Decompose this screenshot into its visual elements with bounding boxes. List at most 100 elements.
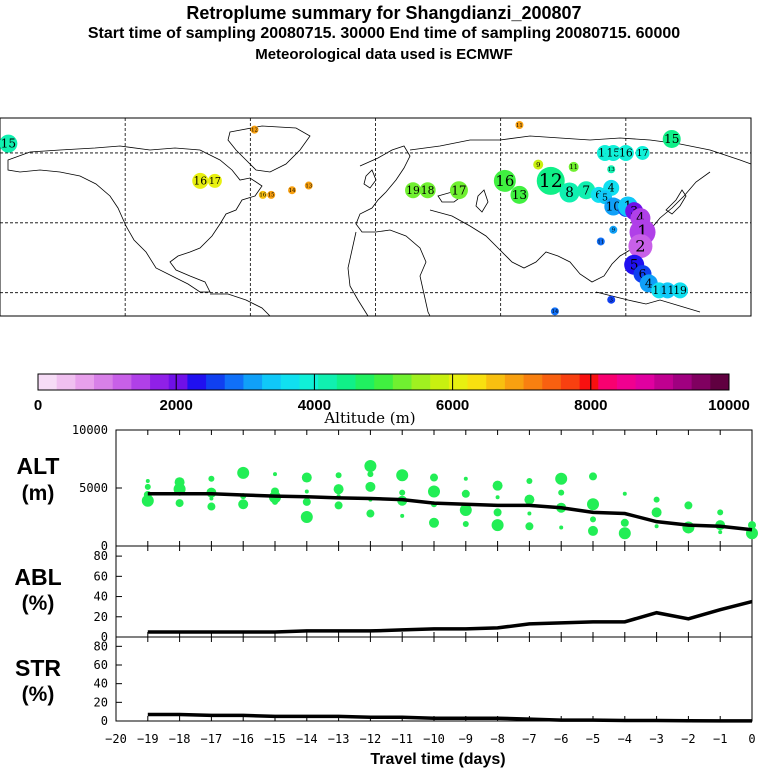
plume-marker-dot: [267, 190, 276, 199]
plume-marker-label: 11: [516, 123, 523, 129]
plume-marker-label: 5: [602, 192, 608, 203]
plume-point: [145, 479, 150, 484]
x-tick-label: −9: [459, 732, 473, 746]
plume-marker: 18: [419, 182, 436, 199]
colorbar-swatch: [336, 374, 356, 390]
coast-europe-africa: [355, 145, 431, 317]
plume-marker-dot: [207, 173, 222, 188]
colorbar-swatch: [392, 374, 413, 390]
colorbar-swatch: [430, 374, 450, 390]
y-tick-label: 40: [94, 590, 108, 604]
plume-point: [492, 480, 503, 491]
plume-marker-label: 19: [673, 284, 687, 297]
str-line: [147, 712, 753, 723]
plume-marker: 16: [258, 190, 267, 199]
plume-marker: 14: [550, 307, 559, 316]
colorbar-swatch: [355, 374, 375, 390]
plume-marker: 13: [510, 185, 529, 204]
x-tick-label: −15: [264, 732, 286, 746]
plume-marker: 13: [607, 165, 616, 174]
colorbar-swatch: [616, 374, 637, 390]
panel-unit: (%): [22, 683, 55, 706]
x-tick-label: −8: [490, 732, 504, 746]
plume-point: [209, 496, 214, 501]
plume-marker-dot: [288, 186, 297, 195]
panel-unit: (m): [22, 482, 55, 505]
plume-marker-label: 11: [597, 239, 604, 245]
plume-marker: 9: [533, 159, 544, 170]
world-map: 1512111514151617139101112161716151413191…: [0, 117, 752, 317]
plume-marker-label: 15: [664, 132, 679, 146]
x-tick-label: −18: [169, 732, 191, 746]
colorbar-swatch: [560, 374, 581, 390]
plume-marker-dot: [405, 182, 422, 199]
plume-point: [429, 517, 439, 528]
plume-point: [590, 516, 596, 523]
panel-abl: 80 60 40 20 0 ABL(%): [14, 545, 753, 644]
plume-marker-label: 5: [630, 257, 639, 273]
y-tick-label: 5000: [79, 481, 108, 495]
plume-marker-dot: [449, 181, 468, 200]
plume-marker-label: 9: [536, 161, 540, 169]
plume-marker-dot: [607, 165, 616, 174]
colorbar-swatch: [579, 374, 599, 390]
plume-marker-dot: [604, 197, 623, 216]
plume-marker: 15: [605, 144, 622, 161]
colorbar-swatch: [318, 374, 338, 390]
plume-marker-label: 2: [635, 237, 645, 256]
chart-title: Retroplume summary for Shangdianzi_20080…: [186, 3, 582, 23]
plume-marker: 3: [607, 295, 616, 304]
x-tick-label: −11: [391, 732, 413, 746]
colorbar-swatch: [131, 374, 151, 390]
colorbar-swatch: [635, 374, 655, 390]
plume-point: [335, 472, 342, 479]
sampling-times: Start time of sampling 20080715. 30000 E…: [87, 25, 681, 42]
plume-point: [430, 473, 438, 482]
plume-point: [587, 498, 599, 511]
plume-marker-label: 15: [606, 147, 620, 160]
colorbar-swatch: [542, 374, 562, 390]
plume-marker-label: 16: [495, 172, 514, 190]
plume-marker-label: 1: [637, 223, 648, 243]
x-tick-label: −16: [232, 732, 254, 746]
plume-marker: 16: [617, 144, 634, 161]
plume-marker-dot: [419, 182, 436, 199]
y-tick-label: 20: [94, 610, 108, 624]
abl-line: [147, 599, 753, 634]
plume-marker-label: 9: [612, 228, 616, 234]
x-tick-label: 0: [748, 732, 755, 746]
plume-point: [272, 498, 278, 505]
x-tick-label: −3: [649, 732, 663, 746]
plume-point: [400, 513, 405, 518]
plume-marker: 10: [604, 197, 623, 216]
plume-marker-label: 13: [305, 183, 312, 189]
plume-marker-label: 11: [569, 163, 578, 171]
plume-point: [175, 499, 184, 508]
plume-marker-label: 13: [608, 167, 615, 173]
colorbar-tick-label: 6000: [436, 397, 469, 414]
coast-north-asia: [409, 135, 752, 165]
plume-marker: 14: [288, 186, 297, 195]
plume-point: [495, 495, 500, 500]
colorbar-swatch: [243, 374, 263, 390]
colorbar-swatch: [75, 374, 95, 390]
panel-label: ABL: [14, 564, 61, 590]
x-tick-label: −14: [296, 732, 318, 746]
colorbar-swatch: [150, 374, 170, 390]
colorbar-swatch: [672, 374, 693, 390]
panel-label: STR: [15, 655, 61, 681]
plume-point: [367, 471, 374, 478]
plume-marker-label: 12: [251, 127, 258, 133]
colorbar-tick-label: 2000: [160, 397, 193, 414]
colorbar-swatch: [168, 374, 188, 390]
plume-marker: 7: [577, 181, 596, 200]
y-tick-label: 0: [101, 630, 108, 644]
plume-marker-dot: [568, 161, 579, 172]
plume-point: [684, 501, 693, 510]
plume-point: [304, 489, 309, 494]
plume-marker: 8: [559, 182, 580, 203]
altitude-colorbar: 0 2000 4000 6000 8000 10000 Altitude (m): [34, 373, 750, 427]
x-tick-label: −6: [554, 732, 568, 746]
plume-point: [589, 472, 597, 481]
